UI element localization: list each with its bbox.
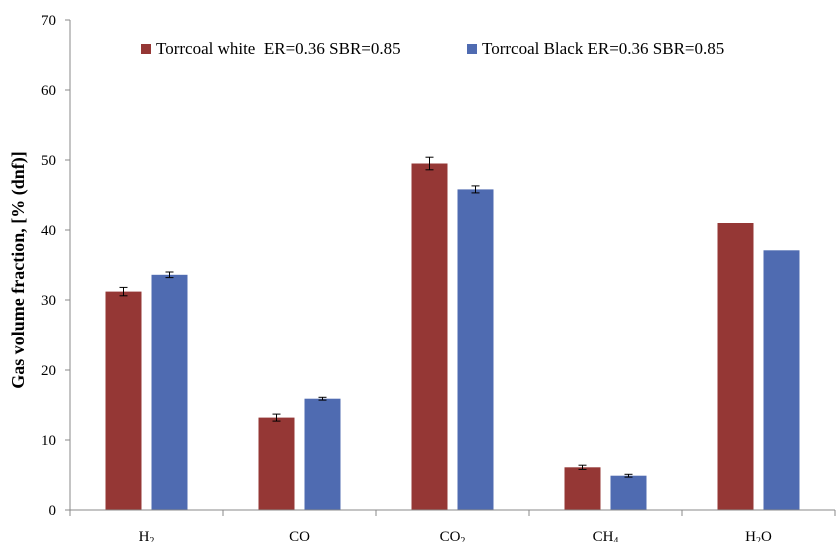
bar xyxy=(764,250,800,510)
y-tick-label: 30 xyxy=(41,293,56,309)
y-tick-label: 60 xyxy=(41,83,56,99)
y-axis: 0 10 20 30 40 50 60 70 xyxy=(41,13,70,519)
bars xyxy=(106,157,800,510)
bar xyxy=(152,275,188,510)
legend-label: Torrcoal white ER=0.36 SBR=0.85 xyxy=(156,39,401,58)
bar xyxy=(106,292,142,510)
bar xyxy=(565,467,601,510)
x-category-label: H2 xyxy=(139,529,155,542)
y-tick-label: 0 xyxy=(49,503,57,519)
legend-swatch xyxy=(141,44,151,54)
x-category-label: H2O xyxy=(745,529,772,542)
legend-label: Torrcoal Black ER=0.36 SBR=0.85 xyxy=(482,39,724,58)
x-category-label: CO2 xyxy=(440,529,466,542)
bar xyxy=(718,223,754,510)
bar xyxy=(259,418,295,510)
bar xyxy=(611,476,647,510)
y-axis-title: Gas volume fraction, [% (dnf)] xyxy=(8,151,29,388)
bar xyxy=(458,189,494,510)
y-tick-label: 20 xyxy=(41,363,56,379)
x-axis: H2 CO CO2 CH4 H2O xyxy=(70,510,835,542)
y-tick-label: 70 xyxy=(41,13,56,29)
y-tick-label: 50 xyxy=(41,153,56,169)
x-category-label: CO xyxy=(289,529,310,542)
bar xyxy=(305,399,341,510)
y-tick-label: 10 xyxy=(41,433,56,449)
legend-swatch xyxy=(467,44,477,54)
x-category-label: CH4 xyxy=(593,529,619,542)
y-tick-label: 40 xyxy=(41,223,56,239)
legend: Torrcoal white ER=0.36 SBR=0.85 Torrcoal … xyxy=(141,39,724,58)
bar xyxy=(412,164,448,511)
